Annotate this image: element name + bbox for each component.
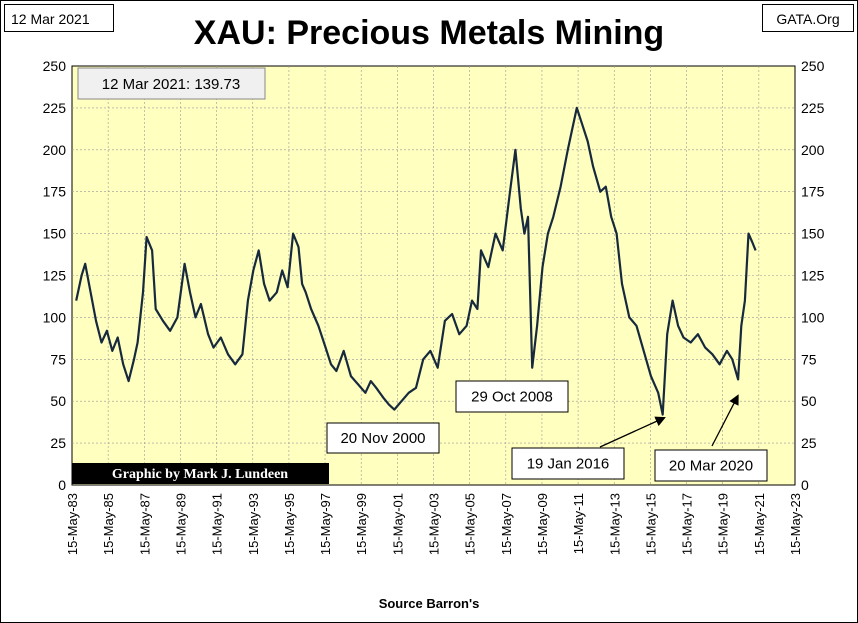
x-tick-label: 15-May-93 — [246, 493, 261, 555]
x-tick-label: 15-May-83 — [65, 493, 80, 555]
y-tick-label-right: 75 — [801, 351, 817, 367]
x-tick-label: 15-May-87 — [137, 493, 152, 555]
annotation-2000-box — [326, 422, 440, 454]
y-tick-label-left: 225 — [43, 100, 67, 116]
x-tick-label: 15-May-15 — [643, 493, 658, 555]
current-value-text: 12 Mar 2021: 139.73 — [102, 76, 240, 93]
x-tick-label: 15-May-03 — [427, 493, 442, 555]
y-tick-label-left: 150 — [43, 226, 67, 242]
x-tick-label: 15-May-89 — [173, 493, 188, 555]
x-axis-label: Source Barron's — [378, 596, 480, 611]
y-tick-label-left: 125 — [43, 268, 67, 284]
series-line — [75, 106, 757, 416]
y-tick-label-right: 150 — [801, 226, 825, 242]
y-tick-label-left: 25 — [50, 435, 66, 451]
y-tick-label-right: 100 — [801, 309, 825, 325]
chart-title: XAU: Precious Metals Mining — [193, 14, 665, 52]
y-tick-label-right: 0 — [801, 477, 809, 493]
y-tick-label-right: 200 — [801, 142, 825, 158]
annotation-2020-box — [654, 449, 768, 482]
x-tick-label: 15-May-19 — [716, 493, 731, 555]
y-tick-label-left: 50 — [50, 393, 66, 409]
x-tick-label: 15-May-97 — [318, 493, 333, 555]
y-tick-label-right: 225 — [801, 100, 825, 116]
y-tick-label-left: 100 — [43, 309, 67, 325]
x-tick-label: 15-May-91 — [210, 493, 225, 555]
source-label: GATA.Org — [762, 4, 854, 32]
x-tick-label: 15-May-21 — [752, 493, 767, 555]
x-tick-label: 15-May-13 — [607, 493, 622, 555]
x-tick-label: 15-May-23 — [788, 493, 803, 555]
x-tick-label: 15-May-07 — [499, 493, 514, 555]
x-tick-label: 15-May-85 — [101, 493, 116, 555]
y-tick-label-left: 250 — [43, 58, 67, 74]
y-tick-label-left: 200 — [43, 142, 67, 158]
y-tick-label-left: 75 — [50, 351, 66, 367]
y-tick-label-left: 175 — [43, 184, 67, 200]
y-tick-label-left: 0 — [58, 477, 66, 493]
x-tick-label: 15-May-11 — [571, 493, 586, 554]
x-tick-label: 15-May-01 — [390, 493, 405, 555]
x-tick-label: 15-May-09 — [535, 493, 550, 555]
arrow-2020 — [711, 394, 739, 447]
credit-band — [72, 463, 329, 484]
annotation-2020-text: 20 Mar 2020 — [669, 458, 753, 475]
x-tick-label: 15-May-95 — [282, 493, 297, 555]
annotation-2016-text: 19 Jan 2016 — [527, 456, 610, 473]
x-tick-label: 15-May-17 — [680, 493, 695, 555]
credit-text: Graphic by Mark J. Lundeen — [112, 467, 288, 482]
x-tick-label: 15-May-05 — [463, 493, 478, 555]
annotation-2008-text: 29 Oct 2008 — [471, 389, 553, 406]
x-tick-label: 15-May-99 — [354, 493, 369, 555]
annotation-2016-box — [511, 447, 625, 480]
y-tick-label-right: 25 — [801, 435, 817, 451]
y-tick-label-right: 125 — [801, 268, 825, 284]
annotation-2000-text: 20 Nov 2000 — [340, 430, 425, 447]
current-value-box — [77, 67, 266, 100]
y-tick-label-right: 175 — [801, 184, 825, 200]
y-tick-label-right: 50 — [801, 393, 817, 409]
y-tick-label-right: 250 — [801, 58, 825, 74]
annotation-2008-box — [455, 380, 569, 413]
date-label: 12 Mar 2021 — [4, 4, 114, 32]
arrow-2016 — [599, 416, 666, 448]
